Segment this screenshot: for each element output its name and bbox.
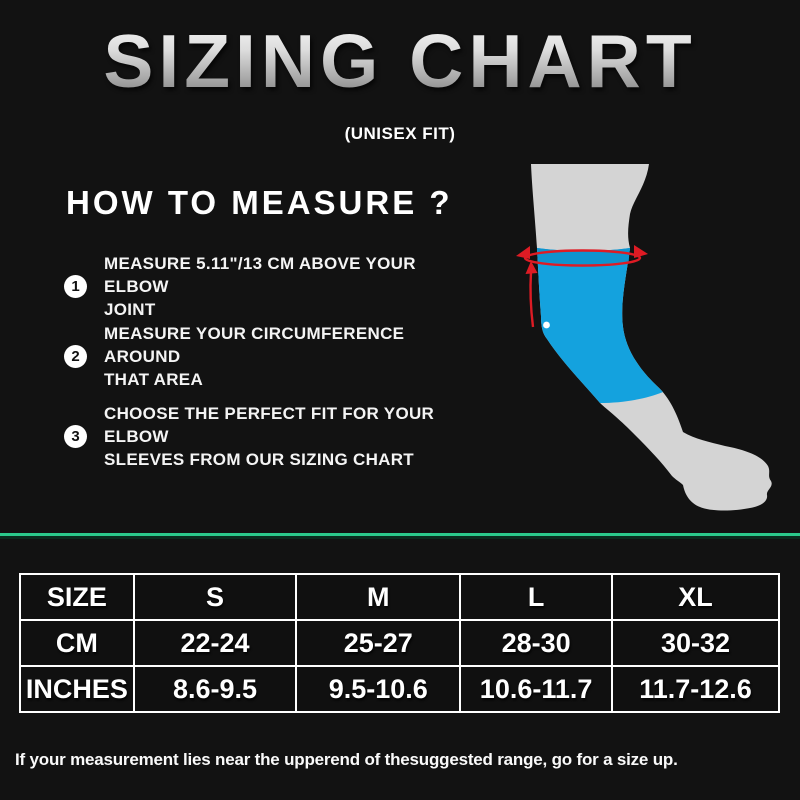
step-2-number-badge: 2 — [64, 345, 87, 368]
step-3-line-2: SLEEVES FROM OUR SIZING CHART — [104, 450, 414, 469]
unisex-fit-subtitle: (UNISEX FIT) — [344, 124, 456, 143]
step-item-1: 1 MEASURE 5.11"/13 CM ABOVE YOUR ELBOW J… — [64, 252, 484, 321]
ellipse-left-arrowhead-icon — [516, 246, 530, 259]
cm-value-l: 28-30 — [459, 619, 613, 667]
header-cell-l: L — [459, 573, 613, 621]
step-2-text: MEASURE YOUR CIRCUMFERENCE AROUND THAT A… — [104, 322, 484, 391]
cm-value-xl: 30-32 — [611, 619, 780, 667]
step-3-number-badge: 3 — [64, 425, 87, 448]
cm-value-m: 25-27 — [295, 619, 462, 667]
inches-value-s: 8.6-9.5 — [132, 665, 298, 713]
inches-value-xl: 11.7-12.6 — [611, 665, 780, 713]
step-1-line-2: JOINT — [104, 300, 156, 319]
elbow-sleeve-shape — [537, 248, 663, 403]
arm-illustration — [480, 140, 780, 520]
sizing-table: SIZE S M L XL CM 22-24 25-27 28-30 30-32… — [19, 573, 780, 713]
header-cell-xl: XL — [611, 573, 780, 621]
inches-value-l: 10.6-11.7 — [459, 665, 613, 713]
ellipse-right-arrowhead-icon — [634, 245, 648, 258]
section-divider — [0, 533, 800, 536]
height-arrowhead-icon — [525, 261, 538, 274]
step-1-number-badge: 1 — [64, 275, 87, 298]
step-1-text: MEASURE 5.11"/13 CM ABOVE YOUR ELBOW JOI… — [104, 252, 484, 321]
step-item-2: 2 MEASURE YOUR CIRCUMFERENCE AROUND THAT… — [64, 322, 484, 391]
step-1-line-1: MEASURE 5.11"/13 CM ABOVE YOUR ELBOW — [104, 254, 416, 296]
height-arrow-icon — [529, 271, 535, 328]
step-2-line-1: MEASURE YOUR CIRCUMFERENCE AROUND — [104, 324, 405, 366]
step-3-text: CHOOSE THE PERFECT FIT FOR YOUR ELBOW SL… — [104, 402, 484, 471]
sleeve-dot — [543, 321, 550, 329]
size-up-note: If your measurement lies near the uppere… — [15, 750, 678, 769]
how-to-measure-heading: HOW TO MEASURE ? — [66, 184, 453, 221]
header-cell-size: SIZE — [19, 573, 135, 621]
cm-row-label: CM — [19, 619, 135, 667]
step-item-3: 3 CHOOSE THE PERFECT FIT FOR YOUR ELBOW … — [64, 402, 484, 471]
measuring-tape-ellipse-icon — [523, 249, 642, 267]
step-2-line-2: THAT AREA — [104, 370, 204, 389]
header-cell-s: S — [132, 573, 298, 621]
table-row-inches: INCHES 8.6-9.5 9.5-10.6 10.6-11.7 11.7-1… — [19, 665, 780, 713]
step-3-line-1: CHOOSE THE PERFECT FIT FOR YOUR ELBOW — [104, 404, 435, 446]
cm-value-s: 22-24 — [132, 619, 298, 667]
table-row-cm: CM 22-24 25-27 28-30 30-32 — [19, 619, 780, 667]
table-row-header: SIZE S M L XL — [19, 573, 780, 621]
page-title: SIZING CHART — [0, 24, 800, 99]
inches-row-label: INCHES — [19, 665, 135, 713]
arm-sleeve-graphic — [516, 164, 772, 511]
header-cell-m: M — [295, 573, 462, 621]
inches-value-m: 9.5-10.6 — [295, 665, 462, 713]
